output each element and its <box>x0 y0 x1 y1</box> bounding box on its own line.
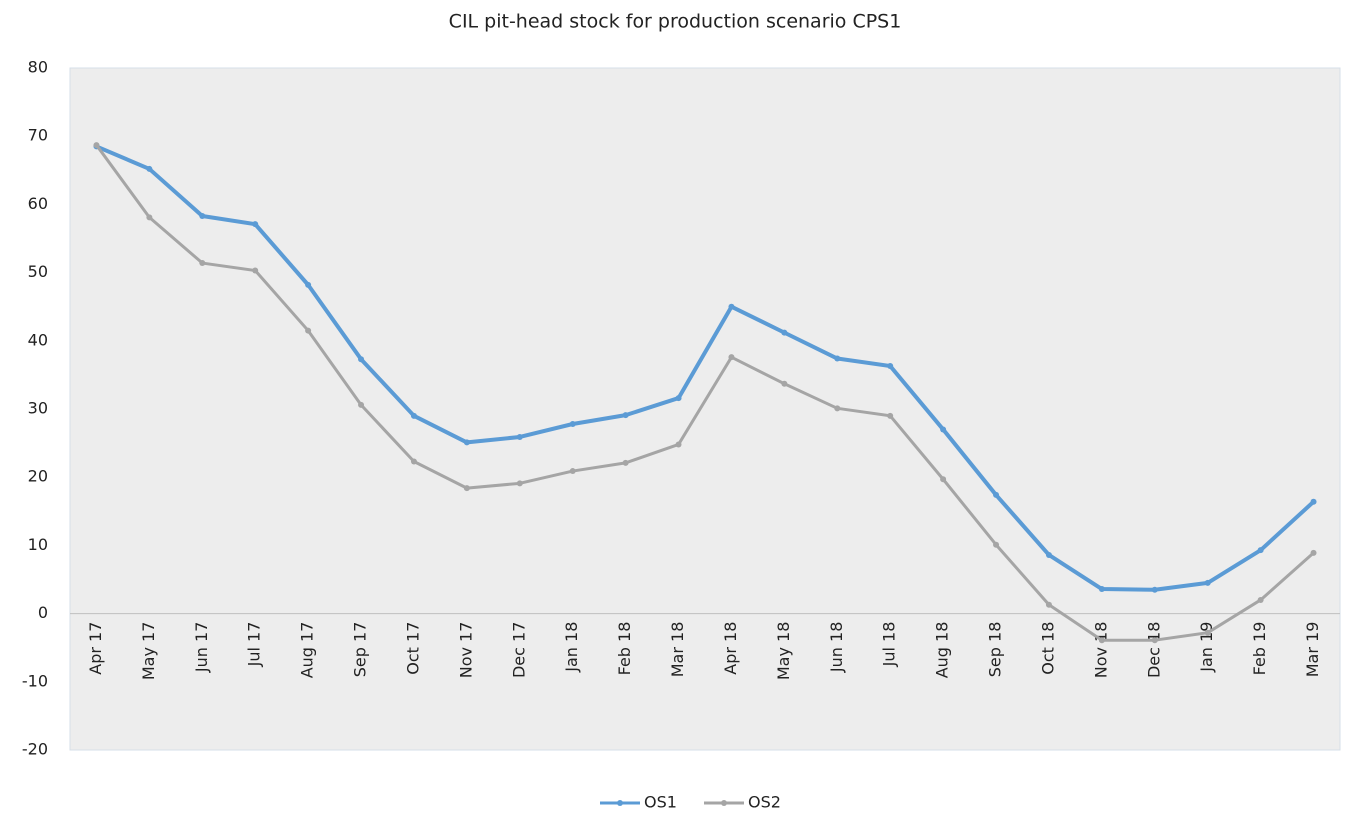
point <box>1204 629 1211 636</box>
point <box>940 476 947 483</box>
point <box>410 458 417 465</box>
x-tick-label: Sep 17 <box>351 622 370 678</box>
x-tick-label: Oct 18 <box>1038 622 1057 675</box>
point <box>358 356 365 363</box>
point <box>1310 498 1317 505</box>
point <box>993 491 1000 498</box>
point <box>199 212 206 219</box>
point <box>1204 579 1211 586</box>
x-tick-label: Mar 18 <box>668 622 687 678</box>
x-tick-label: Feb 18 <box>615 622 634 676</box>
point <box>1257 596 1264 603</box>
point <box>728 303 735 310</box>
point <box>675 441 682 448</box>
x-tick-label: Jul 18 <box>880 622 899 668</box>
point <box>358 401 365 408</box>
plot-area <box>69 67 1341 751</box>
y-tick-label: 40 <box>28 330 48 349</box>
point <box>675 395 682 402</box>
point <box>463 439 470 446</box>
x-tick-label: Apr 18 <box>721 622 740 675</box>
y-tick-label: -10 <box>22 671 48 690</box>
y-tick-label: 20 <box>28 467 48 486</box>
x-tick-label: Jul 17 <box>245 622 264 668</box>
point <box>781 380 788 387</box>
x-tick-label: Mar 19 <box>1303 622 1322 678</box>
point <box>463 485 470 492</box>
point <box>834 405 841 412</box>
point <box>569 421 576 428</box>
x-tick-label: Aug 18 <box>933 622 952 679</box>
point <box>728 354 735 361</box>
point <box>516 433 523 440</box>
point <box>993 541 1000 548</box>
point <box>622 412 629 419</box>
x-tick-label: Oct 17 <box>403 622 422 675</box>
x-tick-label: Dec 17 <box>509 622 528 678</box>
point <box>887 412 894 419</box>
x-tick-label: May 17 <box>139 622 158 681</box>
point <box>940 426 947 433</box>
point <box>199 260 206 267</box>
point <box>622 459 629 466</box>
legend-marker <box>617 800 623 806</box>
x-tick-label: Nov 18 <box>1091 622 1110 679</box>
point <box>1257 547 1264 554</box>
x-tick-label: Apr 17 <box>86 622 105 675</box>
y-tick-label: -20 <box>22 740 48 759</box>
y-tick-label: 70 <box>28 126 48 145</box>
point <box>1310 549 1317 556</box>
point <box>93 142 100 149</box>
y-tick-label: 30 <box>28 399 48 418</box>
point <box>781 329 788 336</box>
point <box>1098 586 1105 593</box>
point <box>1151 586 1158 593</box>
point <box>146 214 153 221</box>
point <box>516 480 523 487</box>
point <box>410 412 417 419</box>
legend-label: OS1 <box>644 793 677 812</box>
point <box>1045 601 1052 608</box>
point <box>1045 551 1052 558</box>
x-tick-label: May 18 <box>774 622 793 681</box>
y-tick-label: 50 <box>28 262 48 281</box>
point <box>834 355 841 362</box>
legend-marker <box>721 800 727 806</box>
point <box>1098 637 1105 644</box>
series-line <box>95 144 1315 592</box>
series-line <box>95 144 1315 642</box>
point <box>569 468 576 475</box>
point <box>1151 637 1158 644</box>
y-tick-label: 10 <box>28 535 48 554</box>
x-tick-label: Dec 18 <box>1144 622 1163 678</box>
point <box>252 221 259 228</box>
x-tick-label: Nov 17 <box>456 622 475 679</box>
legend-label: OS2 <box>748 793 781 812</box>
point <box>887 363 894 370</box>
point <box>146 165 153 172</box>
x-tick-label: Jan 18 <box>562 622 581 673</box>
x-tick-label: Aug 17 <box>298 622 317 679</box>
point <box>252 267 259 274</box>
x-tick-label: Sep 18 <box>986 622 1005 678</box>
point <box>305 281 312 288</box>
x-tick-label: Feb 19 <box>1250 622 1269 676</box>
y-tick-label: 60 <box>28 194 48 213</box>
point <box>305 327 312 334</box>
x-tick-label: Jun 17 <box>192 622 211 673</box>
x-tick-label: Jun 18 <box>827 622 846 673</box>
y-tick-label: 80 <box>28 58 48 77</box>
chart-title: CIL pit-head stock for production scenar… <box>449 11 902 33</box>
y-tick-label: 0 <box>38 603 48 622</box>
